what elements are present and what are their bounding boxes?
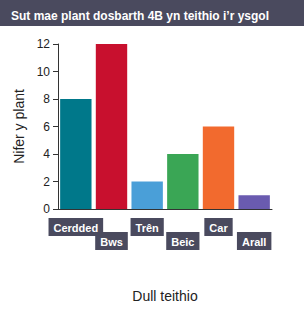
svg-text:10: 10 bbox=[37, 65, 51, 79]
svg-text:4: 4 bbox=[43, 147, 50, 161]
svg-text:Dull teithio: Dull teithio bbox=[132, 288, 198, 304]
svg-text:Cerdded: Cerdded bbox=[54, 222, 99, 234]
svg-text:Bws: Bws bbox=[100, 236, 123, 248]
svg-text:Arall: Arall bbox=[242, 236, 266, 248]
svg-text:6: 6 bbox=[43, 120, 50, 134]
svg-text:0: 0 bbox=[43, 202, 50, 216]
svg-text:Beic: Beic bbox=[171, 236, 194, 248]
svg-text:2: 2 bbox=[43, 175, 50, 189]
svg-text:Trên: Trên bbox=[136, 222, 160, 234]
svg-text:Nifer y plant: Nifer y plant bbox=[11, 89, 27, 164]
svg-text:8: 8 bbox=[43, 92, 50, 106]
svg-text:Car: Car bbox=[209, 222, 228, 234]
svg-text:12: 12 bbox=[37, 37, 51, 51]
svg-text:Sut mae plant dosbarth 4B yn t: Sut mae plant dosbarth 4B yn teithio i’r… bbox=[11, 9, 269, 23]
